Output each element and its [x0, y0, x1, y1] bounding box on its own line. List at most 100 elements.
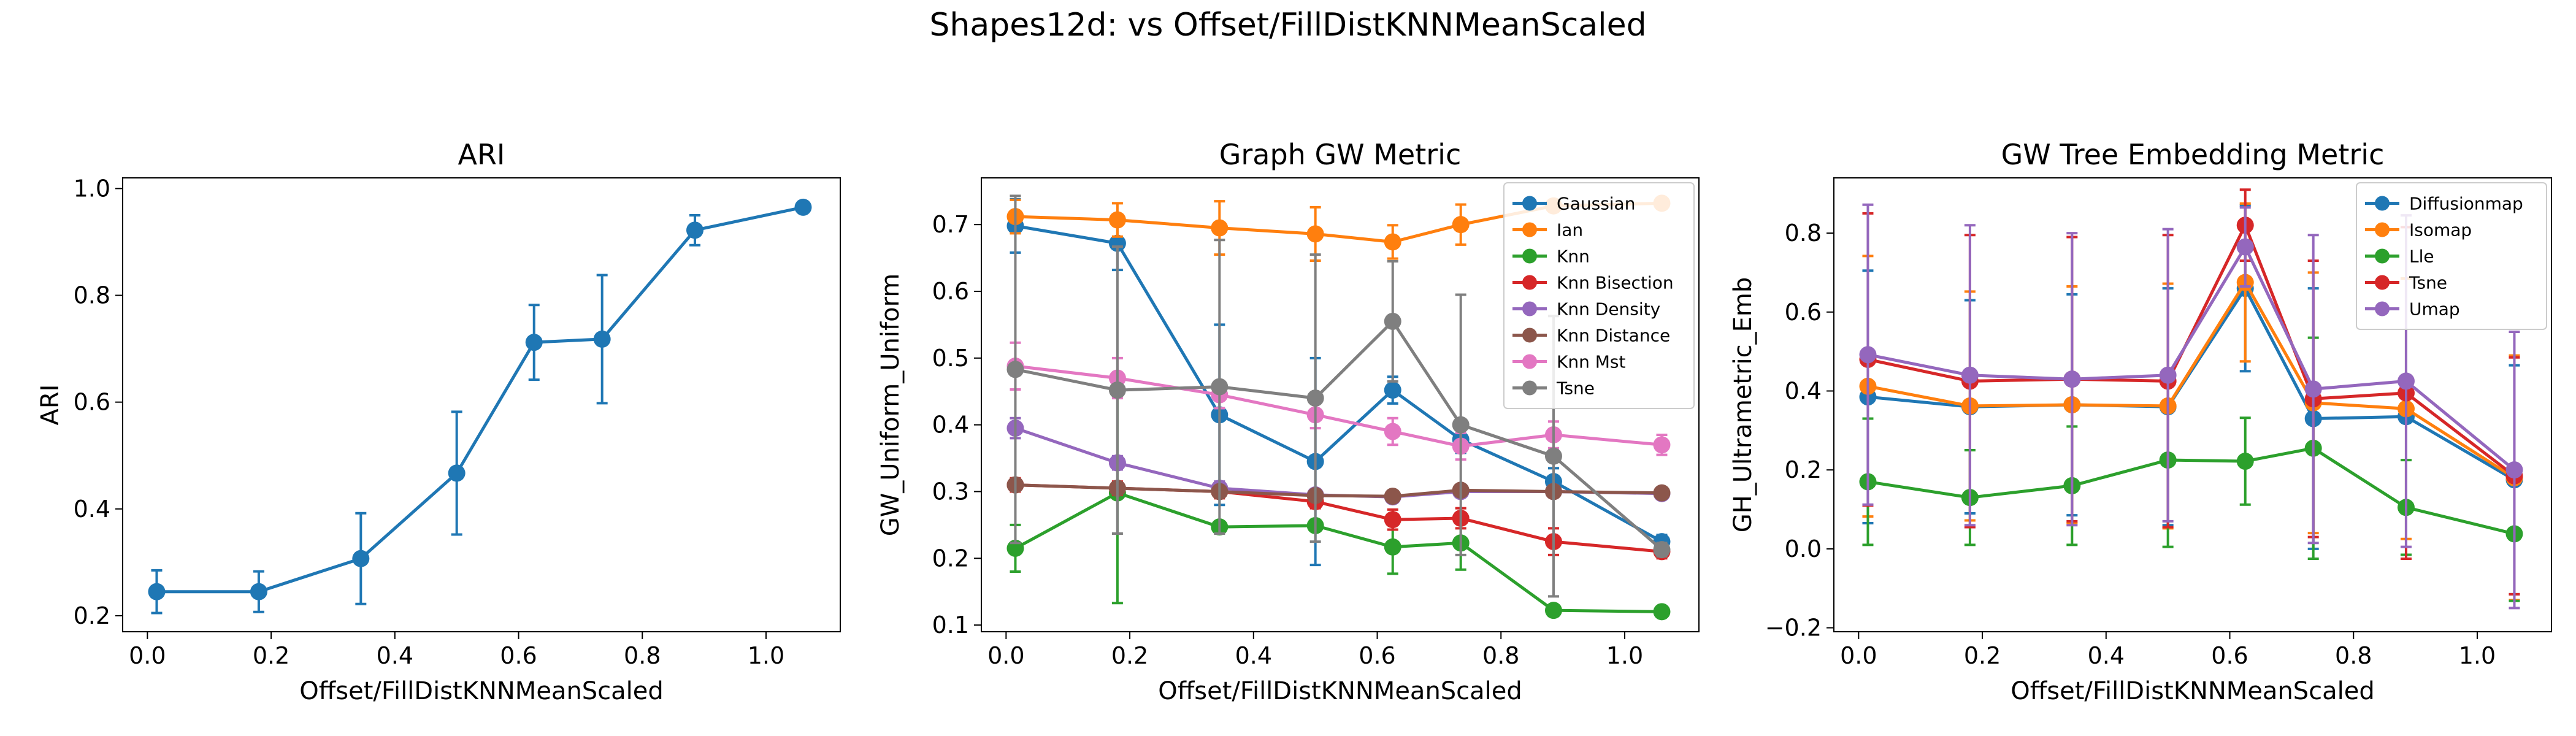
legend-swatch-marker: [1522, 328, 1537, 343]
series-line: [1015, 320, 1663, 551]
y-tick-label: 0.7: [932, 211, 969, 238]
x-tick-label: 0.2: [253, 642, 289, 669]
data-point: [448, 464, 466, 482]
data-point: [525, 334, 543, 351]
y-tick-label: 0.2: [1785, 456, 1822, 483]
data-point: [2505, 461, 2523, 479]
x-tick-label: 1.0: [1606, 642, 1643, 669]
data-point: [2236, 453, 2254, 470]
data-point: [1384, 312, 1401, 330]
plot-area: [1859, 188, 2523, 610]
x-tick-label: 0.6: [1359, 642, 1395, 669]
y-tick-label: 0.4: [74, 496, 110, 523]
series-line: [1015, 224, 1663, 543]
chart-title: ARI: [458, 138, 505, 171]
data-point: [1544, 602, 1562, 619]
data-point: [1653, 603, 1671, 621]
legend-swatch-marker: [1522, 275, 1537, 290]
legend-swatch-marker: [1522, 248, 1537, 264]
data-point: [1653, 436, 1671, 454]
series-line: [1015, 483, 1662, 498]
legend-swatch-marker: [2375, 222, 2390, 237]
data-point: [794, 198, 812, 216]
legend-swatch-marker: [1522, 354, 1537, 369]
data-point: [686, 221, 703, 239]
legend-box: [1503, 182, 1695, 409]
series-line: [1868, 245, 2516, 472]
y-tick-label: 0.5: [932, 345, 969, 372]
x-tick-label: 0.4: [1235, 642, 1272, 669]
x-tick-label: 0.8: [1482, 642, 1519, 669]
data-point: [1859, 346, 1877, 364]
x-tick-label: 0.4: [2088, 642, 2125, 669]
legend-label: Lle: [2409, 247, 2434, 267]
x-tick-label: 0.2: [1964, 642, 2001, 669]
legend-label: Knn Mst: [1557, 352, 1626, 372]
data-point: [1384, 233, 1401, 251]
data-point: [1006, 361, 1024, 378]
legend-label: Tsne: [1556, 378, 1595, 399]
legend: Diffusionmap Isomap Lle Tsne Umap: [2356, 182, 2547, 330]
x-tick-label: 0.0: [1840, 642, 1877, 669]
legend-label: Knn Distance: [1557, 326, 1670, 346]
axes-frame: [122, 177, 841, 632]
legend-label: Gaussian: [1557, 194, 1635, 214]
data-point: [352, 550, 370, 567]
legend-swatch-marker: [2375, 248, 2390, 264]
data-point: [1306, 389, 1324, 407]
data-point: [1211, 219, 1229, 237]
data-point: [1384, 488, 1401, 505]
legend-label: Tsne: [2409, 273, 2447, 293]
legend-label: Isomap: [2409, 220, 2472, 240]
x-tick-label: 0.4: [377, 642, 413, 669]
y-tick-label: 0.8: [74, 282, 110, 309]
x-tick-label: 0.6: [2211, 642, 2248, 669]
y-axis-label: GW_Uniform_Uniform: [876, 274, 905, 537]
data-point: [2397, 372, 2415, 390]
chart-panel-1: Graph GW Metric 0.0 0.2 0.4 0.6 0.8 1.0 0.1 0.2 0…: [876, 138, 1700, 705]
y-tick-label: 0.6: [74, 389, 110, 416]
data-point: [1384, 423, 1401, 440]
legend-swatch-marker: [1522, 222, 1537, 237]
legend-swatch-marker: [1522, 380, 1537, 396]
series-line: [1015, 364, 1662, 448]
x-axis-label: Offset/FillDistKNNMeanScaled: [2011, 677, 2375, 705]
series-umap: [1859, 203, 2523, 610]
series-tsne: [1006, 194, 1671, 598]
data-point: [1653, 541, 1671, 559]
y-axis-label: GH_Ultrametric_Emb: [1729, 277, 1757, 533]
legend-label: Knn Density: [1557, 299, 1660, 320]
y-tick-label: 0.4: [1785, 377, 1822, 404]
x-tick-label: 0.8: [624, 642, 661, 669]
data-point: [1211, 378, 1229, 396]
data-point: [1108, 381, 1126, 399]
y-tick-label: −0.2: [1765, 615, 1822, 642]
legend-swatch-marker: [2375, 275, 2390, 290]
axes-frame: [1833, 177, 2552, 632]
legend-swatch-marker: [1522, 196, 1537, 211]
data-point: [1384, 381, 1401, 399]
legend-swatch-marker: [1522, 301, 1537, 316]
y-tick-label: 0.0: [1785, 535, 1822, 562]
data-point: [1384, 511, 1401, 529]
y-tick-label: 0.4: [932, 412, 969, 439]
data-point: [1452, 416, 1470, 434]
series-line: [1014, 491, 1662, 613]
legend-label: Diffusionmap: [2409, 194, 2523, 214]
data-point: [1961, 366, 1979, 384]
y-tick-label: 0.3: [932, 478, 969, 505]
data-point: [148, 583, 166, 600]
legend-label: Knn Bisection: [1557, 273, 1674, 293]
data-point: [593, 330, 611, 348]
data-point: [2159, 366, 2177, 384]
series-line: [156, 205, 804, 594]
legend-swatch-marker: [2375, 301, 2390, 316]
axes-frame: [981, 177, 1700, 632]
y-tick-label: 1.0: [74, 175, 110, 202]
data-point: [2304, 380, 2322, 398]
x-tick-label: 0.0: [987, 642, 1024, 669]
data-point: [1384, 538, 1401, 556]
y-tick-label: 0.2: [74, 602, 110, 629]
y-tick-label: 0.8: [1785, 220, 1822, 247]
legend: Gaussian Ian Knn Knn Bisection Knn Density Kn…: [1503, 182, 1695, 409]
